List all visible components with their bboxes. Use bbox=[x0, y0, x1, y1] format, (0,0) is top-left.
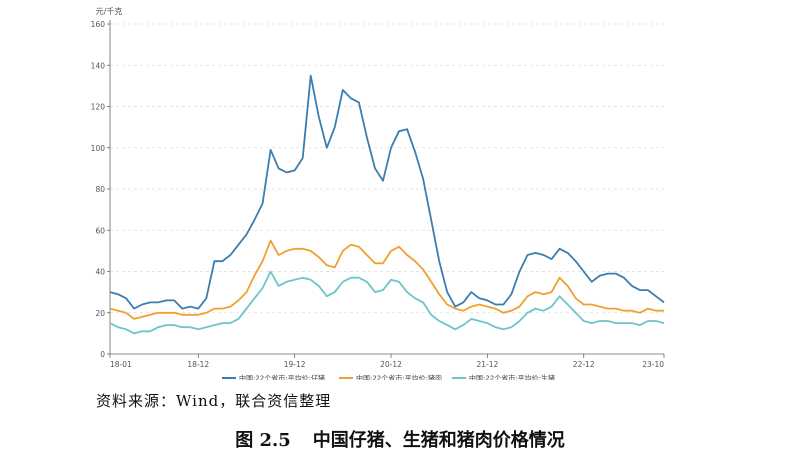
series-line-3 bbox=[109, 270, 665, 335]
source-note: 资料来源：Wind，联合资信整理 bbox=[96, 392, 332, 410]
series-line-2 bbox=[109, 239, 664, 320]
y-tick-label: 120 bbox=[91, 103, 106, 112]
x-tick-label: 23-10 bbox=[642, 360, 664, 369]
legend-label-2: 中国:22个省市:平均价:猪肉 bbox=[356, 374, 442, 381]
series-lines bbox=[109, 74, 665, 335]
figure-number: 图 2.5 bbox=[235, 430, 291, 451]
y-tick-label: 80 bbox=[95, 185, 105, 194]
grid-lines bbox=[110, 23, 664, 314]
figure-caption: 图 2.5 中国仔猪、生猪和猪肉价格情况 bbox=[0, 426, 800, 452]
series-line-1 bbox=[109, 74, 665, 310]
y-tick-label: 0 bbox=[100, 350, 105, 359]
y-tick-label: 100 bbox=[91, 144, 106, 153]
legend-label-1: 中国:22个省市:平均价:仔猪 bbox=[239, 374, 325, 381]
x-tick-label: 18-01 bbox=[110, 360, 132, 369]
x-tick-label: 18-12 bbox=[187, 360, 209, 369]
legend-label-3: 中国:22个省市:平均价:生猪 bbox=[469, 374, 555, 381]
y-tick-label: 140 bbox=[91, 61, 106, 70]
price-line-chart: 0 20 40 60 80 100 120 140 160 元/千克 18-01 18-12 19-12… bbox=[91, 6, 665, 381]
x-tick-label: 20-12 bbox=[380, 360, 402, 369]
y-tick-label: 20 bbox=[95, 309, 105, 318]
y-tick-label: 160 bbox=[91, 20, 106, 29]
x-tick-label: 19-12 bbox=[284, 360, 306, 369]
axes: 0 20 40 60 80 100 120 140 160 元/千克 18-01 18-12 19-12… bbox=[91, 6, 665, 369]
y-tick-label: 60 bbox=[95, 226, 105, 235]
figure-title: 中国仔猪、生猪和猪肉价格情况 bbox=[312, 430, 565, 451]
y-axis-label: 元/千克 bbox=[96, 6, 123, 16]
y-tick-label: 40 bbox=[95, 268, 105, 277]
x-tick-label: 21-12 bbox=[476, 360, 498, 369]
legend: 中国:22个省市:平均价:仔猪 中国:22个省市:平均价:猪肉 中国:22个省市:平… bbox=[222, 374, 555, 381]
x-tick-label: 22-12 bbox=[573, 360, 595, 369]
